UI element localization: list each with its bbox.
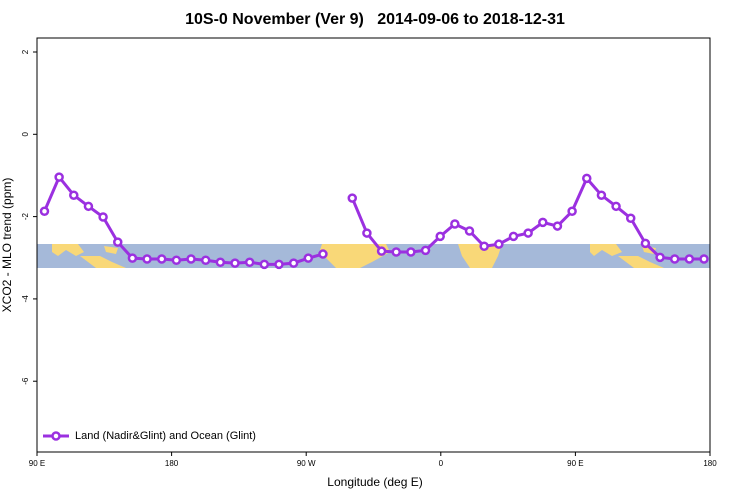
legend-marker [51, 431, 61, 441]
data-point [538, 217, 548, 228]
data-point [391, 247, 401, 257]
y-tick-label: 2 [21, 49, 30, 54]
data-point [669, 254, 680, 264]
data-point [435, 231, 445, 242]
map-strip [37, 244, 710, 268]
data-point [508, 231, 519, 242]
data-point [420, 245, 431, 256]
y-tick-label: -4 [21, 295, 30, 303]
data-point [142, 254, 152, 264]
data-point [611, 201, 621, 212]
data-point [640, 238, 651, 249]
data-point [113, 237, 123, 247]
data-point [376, 246, 387, 256]
data-point [288, 258, 299, 268]
chart-title: 10S-0 November (Ver 9) 2014-09-06 to 201… [185, 11, 565, 28]
x-tick-label: 0 [439, 459, 444, 468]
x-axis-label: Longitude (deg E) [327, 475, 422, 489]
x-tick-label: 90 E [29, 459, 45, 468]
y-tick-label: -6 [21, 377, 30, 385]
data-point [494, 239, 504, 249]
x-tick-label: 90 W [297, 459, 316, 468]
data-point [596, 190, 607, 200]
data-point [186, 254, 196, 264]
data-point [200, 255, 211, 265]
data-point [362, 228, 372, 238]
data-point [274, 259, 284, 270]
data-point [244, 257, 255, 268]
data-point [83, 201, 94, 212]
data-point [479, 241, 489, 251]
data-point [567, 206, 577, 217]
data-point [98, 212, 108, 222]
data-point [39, 206, 50, 217]
plot-frame [36, 37, 711, 453]
data-point [450, 219, 460, 229]
data-point [259, 259, 270, 270]
data-point [171, 255, 182, 265]
data-point [156, 254, 167, 264]
data-point [523, 228, 533, 238]
data-point [699, 254, 709, 264]
data-point [684, 254, 695, 264]
data-point [230, 258, 240, 268]
y-axis-label: XCO2 - MLO trend (ppm) [0, 178, 14, 313]
data-point [655, 252, 665, 263]
y-tick-label: -2 [21, 213, 30, 221]
data-point [552, 221, 563, 231]
data-point [127, 253, 138, 263]
data-point [318, 249, 328, 259]
data-point [582, 173, 592, 184]
data-point [625, 213, 636, 224]
data-point [464, 226, 475, 236]
data-point [406, 247, 416, 257]
data-point [54, 172, 64, 182]
x-tick-label: 90 E [567, 459, 583, 468]
x-tick-label: 180 [165, 459, 179, 468]
data-point [303, 253, 314, 263]
y-tick-label: 0 [21, 132, 30, 137]
data-point [347, 193, 358, 203]
x-tick-label: 180 [703, 459, 717, 468]
legend-label: Land (Nadir&Glint) and Ocean (Glint) [75, 430, 256, 442]
data-point [69, 190, 79, 200]
data-point [215, 257, 226, 268]
